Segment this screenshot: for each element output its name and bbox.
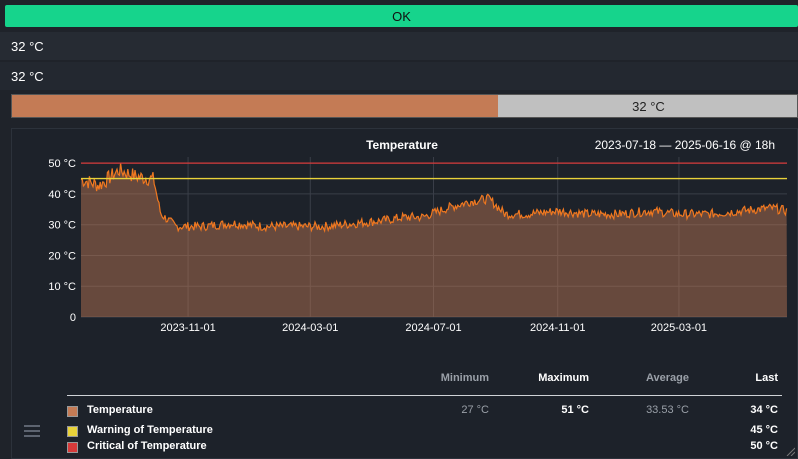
- x-tick-label: 2025-03-01: [651, 322, 707, 334]
- legend-last: 45 °C: [750, 424, 778, 436]
- legend-row-critical[interactable]: Critical of Temperature 50 °C: [67, 440, 782, 456]
- temperature-line: [80, 163, 788, 233]
- y-tick-label: 20 °C: [48, 250, 76, 262]
- legend-last: 34 °C: [750, 404, 778, 416]
- y-tick-label: 40 °C: [48, 189, 76, 201]
- temperature-gauge: 32 °C: [11, 94, 798, 118]
- status-label: OK: [392, 8, 411, 24]
- x-tick-label: 2024-07-01: [405, 322, 461, 334]
- temperature-area: [81, 163, 787, 317]
- legend-swatch: [67, 426, 78, 437]
- value-text-1: 32 °C: [11, 38, 44, 54]
- chart-title: Temperature: [366, 138, 438, 152]
- gauge-fill: [12, 95, 499, 117]
- y-tick-label: 30 °C: [48, 220, 76, 232]
- gauge-label: 32 °C: [632, 98, 665, 114]
- legend-header-maximum[interactable]: Maximum: [538, 372, 589, 384]
- x-tick-label: 2023-11-01: [160, 322, 215, 334]
- y-tick-label: 50 °C: [48, 158, 76, 170]
- legend-minimum: 27 °C: [461, 404, 489, 416]
- legend-series-name: Temperature: [87, 404, 153, 416]
- chart-time-range[interactable]: 2023-07-18 — 2025-06-16 @ 18h: [594, 138, 775, 152]
- legend-maximum: 51 °C: [561, 404, 589, 416]
- legend-series-name: Warning of Temperature: [87, 424, 213, 436]
- y-tick-label: 0: [70, 312, 76, 324]
- legend-average: 33.53 °C: [646, 404, 689, 416]
- value-text-2: 32 °C: [11, 68, 44, 84]
- hamburger-menu-icon[interactable]: [24, 425, 40, 440]
- x-tick-label: 2024-03-01: [282, 322, 338, 334]
- y-tick-label: 10 °C: [48, 281, 76, 293]
- legend-header-minimum[interactable]: Minimum: [440, 372, 489, 384]
- graph-panel: Temperature 2023-07-18 — 2025-06-16 @ 18…: [11, 128, 798, 459]
- x-tick-label: 2024-11-01: [530, 322, 585, 334]
- legend-row-temperature[interactable]: Temperature 27 °C 51 °C 33.53 °C 34 °C: [67, 404, 782, 420]
- value-row-2: 32 °C: [0, 62, 798, 90]
- value-row-1: 32 °C: [0, 32, 798, 60]
- resize-handle-icon[interactable]: [785, 446, 795, 456]
- legend-last: 50 °C: [750, 440, 778, 452]
- legend-series-name: Critical of Temperature: [87, 440, 207, 452]
- temperature-chart[interactable]: 0 10 °C 20 °C 30 °C 40 °C 50 °C 2023-11-01 2024…: [12, 129, 798, 369]
- legend-divider: [67, 395, 782, 396]
- legend-header-average[interactable]: Average: [645, 372, 689, 384]
- status-ok-bar[interactable]: OK: [5, 5, 798, 27]
- legend-header-last[interactable]: Last: [755, 372, 778, 384]
- legend-swatch: [67, 442, 78, 453]
- legend-swatch: [67, 406, 78, 417]
- legend-row-warning[interactable]: Warning of Temperature 45 °C: [67, 424, 782, 440]
